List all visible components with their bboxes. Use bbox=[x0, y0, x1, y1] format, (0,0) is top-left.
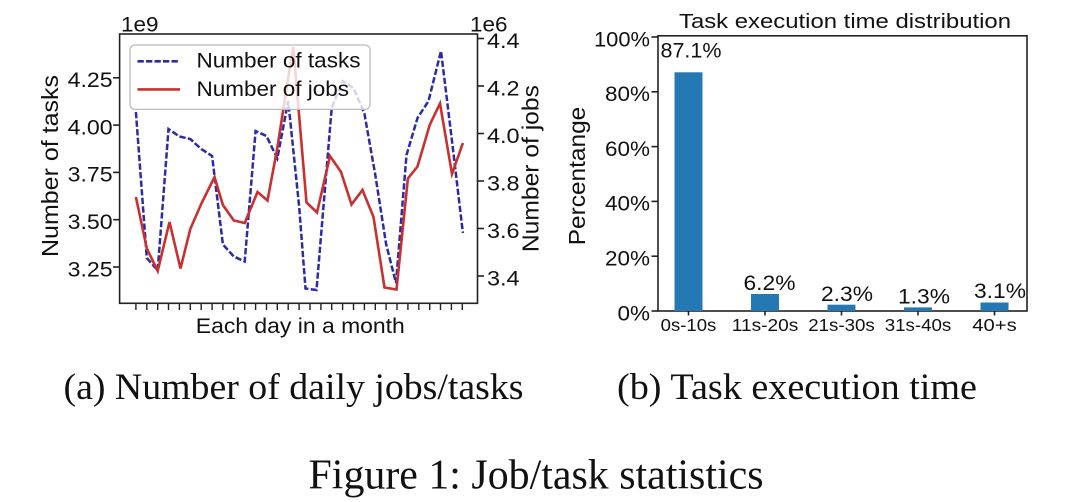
svg-text:3.50: 3.50 bbox=[68, 210, 113, 234]
svg-text:Number of jobs: Number of jobs bbox=[197, 77, 350, 101]
svg-text:Task execution time distributi: Task execution time distribution bbox=[679, 10, 1011, 33]
svg-text:80%: 80% bbox=[605, 82, 650, 106]
svg-text:4.4: 4.4 bbox=[487, 29, 520, 53]
svg-text:3.8: 3.8 bbox=[487, 171, 520, 195]
svg-text:Number of tasks: Number of tasks bbox=[37, 75, 63, 257]
svg-text:Number of jobs: Number of jobs bbox=[518, 85, 544, 252]
svg-text:87.1%: 87.1% bbox=[661, 38, 722, 62]
svg-text:3.4: 3.4 bbox=[487, 266, 520, 290]
svg-text:3.6: 3.6 bbox=[487, 219, 520, 243]
svg-text:4.00: 4.00 bbox=[68, 115, 113, 139]
svg-text:40+s: 40+s bbox=[972, 315, 1016, 335]
svg-text:21s-30s: 21s-30s bbox=[808, 315, 875, 335]
svg-text:Figure 1: Job/task statistics: Figure 1: Job/task statistics bbox=[309, 452, 764, 499]
svg-text:(b) Task execution time: (b) Task execution time bbox=[617, 367, 977, 408]
svg-text:0s-10s: 0s-10s bbox=[661, 315, 717, 335]
svg-text:6.2%: 6.2% bbox=[744, 271, 796, 295]
svg-text:100%: 100% bbox=[594, 27, 650, 51]
svg-text:1e6: 1e6 bbox=[470, 12, 508, 36]
svg-text:3.75: 3.75 bbox=[68, 163, 113, 187]
svg-text:40%: 40% bbox=[605, 192, 650, 216]
svg-text:Percentange: Percentange bbox=[564, 107, 590, 246]
svg-text:1.3%: 1.3% bbox=[898, 285, 950, 309]
svg-text:2.3%: 2.3% bbox=[821, 282, 873, 306]
svg-text:Number of tasks: Number of tasks bbox=[197, 49, 361, 73]
svg-text:11s-20s: 11s-20s bbox=[732, 315, 799, 335]
svg-text:20%: 20% bbox=[605, 247, 650, 271]
svg-text:60%: 60% bbox=[605, 137, 650, 161]
svg-text:Each day in a month: Each day in a month bbox=[196, 314, 405, 338]
svg-text:0%: 0% bbox=[618, 301, 651, 325]
svg-text:4.25: 4.25 bbox=[68, 68, 113, 92]
svg-text:3.1%: 3.1% bbox=[974, 279, 1026, 303]
svg-text:4.0: 4.0 bbox=[487, 124, 520, 148]
svg-text:(a) Number of daily jobs/tasks: (a) Number of daily jobs/tasks bbox=[64, 367, 524, 408]
svg-text:31s-40s: 31s-40s bbox=[885, 315, 952, 335]
svg-text:4.2: 4.2 bbox=[487, 76, 520, 100]
svg-text:3.25: 3.25 bbox=[68, 257, 113, 281]
svg-text:1e9: 1e9 bbox=[121, 12, 159, 36]
